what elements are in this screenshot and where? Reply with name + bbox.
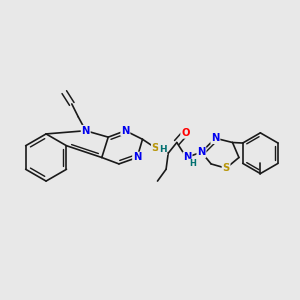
Text: S: S: [222, 163, 230, 173]
Text: O: O: [181, 128, 190, 138]
Text: N: N: [183, 152, 192, 163]
Text: N: N: [211, 133, 220, 143]
Text: H: H: [159, 146, 167, 154]
Text: H: H: [189, 159, 196, 168]
Text: N: N: [197, 147, 206, 157]
Text: N: N: [82, 126, 90, 136]
Text: N: N: [133, 152, 141, 163]
Text: N: N: [121, 126, 130, 136]
Text: S: S: [152, 143, 159, 153]
